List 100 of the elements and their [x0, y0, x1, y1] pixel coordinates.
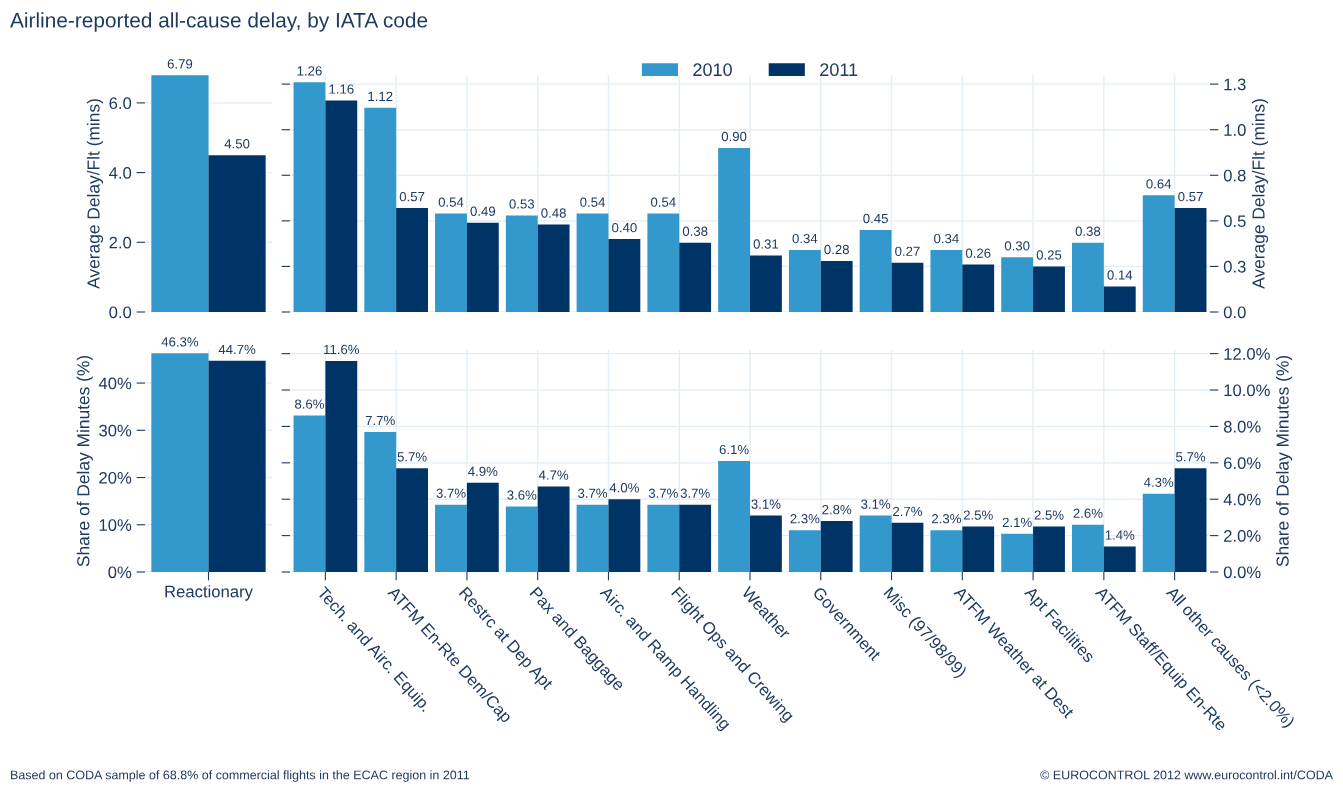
data-label: 0.54	[650, 197, 676, 207]
bar	[1033, 266, 1065, 312]
data-label: 1.4%	[1105, 530, 1135, 540]
bar	[930, 530, 963, 572]
data-label: 0.31	[753, 239, 779, 249]
bar	[325, 100, 358, 312]
y-tick-label: 0.0	[1223, 306, 1246, 319]
data-label: 3.7%	[680, 488, 710, 498]
data-label: 2.1%	[1002, 517, 1032, 527]
bar	[537, 486, 570, 572]
bar	[435, 504, 467, 572]
data-label: 0.38	[1075, 226, 1101, 236]
data-label: 4.3%	[1143, 477, 1174, 487]
bar	[364, 431, 397, 572]
data-label: 6.79	[167, 59, 193, 69]
data-label: 0.45	[863, 213, 888, 224]
bar	[293, 82, 326, 312]
data-label: 3.7%	[578, 488, 608, 498]
data-label: 1.16	[329, 84, 354, 94]
data-label: 3.7%	[648, 488, 678, 498]
data-label: 0.30	[1004, 241, 1030, 251]
data-label: 3.7%	[436, 488, 466, 498]
bar	[1142, 493, 1175, 572]
y-tick-label: 2.0	[109, 236, 132, 249]
y-tick-label: 6.0	[109, 97, 132, 110]
data-label: 0.34	[792, 233, 818, 244]
bar	[679, 504, 712, 572]
data-label: 0.90	[721, 131, 747, 142]
legend-label: 2010	[693, 63, 732, 77]
bar	[1174, 208, 1207, 312]
bar	[891, 262, 924, 312]
bar	[820, 260, 853, 312]
bar	[396, 208, 428, 312]
bar	[718, 461, 750, 572]
bar	[1103, 546, 1136, 572]
data-label: 1.12	[368, 91, 393, 101]
y-axis-title: Share of Delay Minutes (%)	[1276, 355, 1293, 567]
bar	[647, 213, 680, 312]
legend-label: 2011	[820, 63, 858, 77]
bar	[788, 250, 821, 312]
bar	[859, 229, 892, 312]
y-tick-label: 6.0%	[1224, 457, 1261, 470]
bar	[788, 530, 821, 572]
data-label: 0.53	[509, 199, 535, 209]
bar	[1103, 286, 1136, 312]
data-label: 0.14	[1107, 270, 1133, 280]
y-tick-label: 20%	[99, 471, 132, 484]
bar	[962, 264, 995, 312]
text: Based on CODA sample of 68.8% of commercial flights in the ECAC region in 2011	[11, 770, 470, 782]
y-tick-label: 0.0	[109, 306, 132, 319]
bar	[891, 522, 924, 572]
y-tick-label: 0.8	[1223, 169, 1246, 182]
y-tick-label: 4.0%	[1223, 493, 1261, 506]
data-label: 5.7%	[397, 452, 427, 462]
data-label: 2.7%	[893, 506, 923, 517]
bar	[1072, 242, 1104, 312]
y-tick-label: 1.3	[1224, 78, 1246, 91]
data-label: 5.7%	[1176, 452, 1206, 462]
bar	[325, 360, 358, 572]
bar	[647, 504, 680, 572]
bar	[750, 515, 782, 572]
bar	[962, 526, 995, 572]
data-label: 46.3%	[161, 337, 199, 347]
data-label: 44.7%	[218, 344, 256, 355]
data-label: 0.57	[1178, 191, 1203, 202]
bar	[505, 506, 538, 572]
y-tick-label: 8.0%	[1223, 420, 1261, 433]
bar	[435, 213, 467, 312]
y-tick-label: 0.0%	[1223, 566, 1261, 579]
y-tick-label: 2.0%	[1224, 530, 1261, 542]
bar	[608, 239, 641, 312]
data-label: 0.57	[399, 191, 425, 202]
data-label: 0.26	[965, 248, 991, 258]
y-tick-label: 4.0	[109, 166, 132, 179]
data-label: 3.1%	[751, 499, 781, 509]
data-label: 0.48	[541, 208, 566, 218]
bar	[396, 468, 428, 572]
bar	[576, 504, 609, 572]
y-tick-label: 10.0%	[1224, 384, 1270, 397]
bar	[293, 415, 326, 572]
bar	[859, 515, 892, 572]
data-label: 2.5%	[1034, 510, 1064, 520]
bar	[1174, 468, 1207, 572]
bar	[537, 224, 570, 312]
bar	[576, 213, 609, 312]
bar	[1033, 526, 1065, 572]
bar	[1001, 533, 1034, 572]
data-label: 3.6%	[507, 490, 537, 500]
chart-title: Airline-reported all-cause delay, by IATA code	[10, 12, 428, 32]
bar	[608, 499, 641, 572]
data-label: 0.49	[470, 206, 496, 216]
y-tick-label: 1.0	[1224, 124, 1246, 136]
bar	[466, 222, 499, 312]
data-label: 0.54	[580, 197, 605, 207]
bar	[750, 255, 782, 312]
data-label: 0.54	[438, 197, 464, 207]
y-axis-title: Average Delay/Flt (mins)	[86, 99, 104, 289]
data-label: 4.7%	[538, 470, 569, 480]
data-label: 4.0%	[609, 483, 639, 493]
bar	[679, 242, 712, 312]
